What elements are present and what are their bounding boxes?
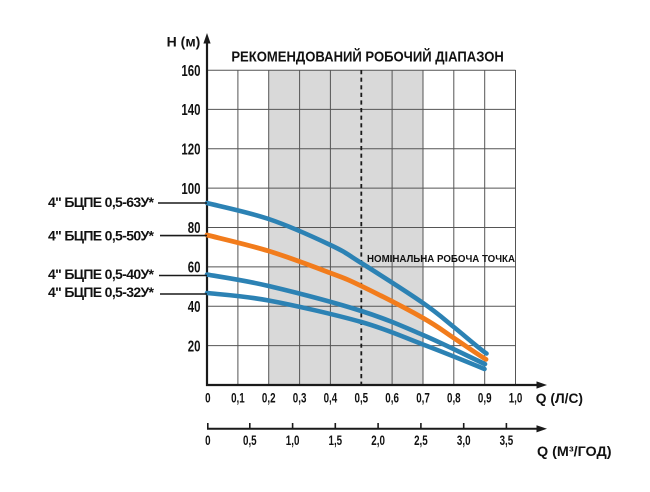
svg-text:2,5: 2,5	[414, 432, 428, 448]
svg-text:160: 160	[181, 62, 200, 79]
svg-text:2,0: 2,0	[371, 432, 385, 448]
svg-text:4" БЦПЕ 0,5-63У*: 4" БЦПЕ 0,5-63У*	[48, 194, 155, 210]
svg-text:120: 120	[181, 141, 200, 158]
svg-text:Н (м): Н (м)	[167, 34, 201, 50]
svg-text:0,5: 0,5	[243, 432, 257, 448]
svg-text:0: 0	[205, 432, 211, 448]
svg-text:40: 40	[188, 298, 201, 315]
svg-text:100: 100	[181, 180, 200, 197]
svg-text:4" БЦПЕ 0,5-32У*: 4" БЦПЕ 0,5-32У*	[48, 284, 155, 300]
svg-text:0,7: 0,7	[416, 390, 430, 406]
svg-text:0,9: 0,9	[478, 390, 492, 406]
svg-text:Q (Л/С): Q (Л/С)	[536, 390, 583, 406]
svg-text:20: 20	[188, 338, 201, 355]
svg-text:3,5: 3,5	[500, 432, 514, 448]
svg-text:0,8: 0,8	[447, 390, 461, 406]
svg-text:1,0: 1,0	[509, 390, 523, 406]
svg-text:НОМІНАЛЬНА РОБОЧА ТОЧКА: НОМІНАЛЬНА РОБОЧА ТОЧКА	[367, 254, 515, 265]
svg-text:0,1: 0,1	[231, 390, 245, 406]
svg-text:РЕКОМЕНДОВАНИЙ РОБОЧИЙ ДІАПАЗО: РЕКОМЕНДОВАНИЙ РОБОЧИЙ ДІАПАЗОН	[231, 47, 504, 65]
svg-text:4" БЦПЕ 0,5-50У*: 4" БЦПЕ 0,5-50У*	[48, 228, 155, 244]
svg-text:4" БЦПЕ 0,5-40У*: 4" БЦПЕ 0,5-40У*	[48, 266, 155, 282]
svg-text:80: 80	[188, 220, 201, 237]
svg-text:0,6: 0,6	[385, 390, 399, 406]
svg-text:0,2: 0,2	[262, 390, 276, 406]
svg-text:3,0: 3,0	[457, 432, 471, 448]
svg-text:0: 0	[205, 390, 211, 406]
svg-text:0,5: 0,5	[354, 390, 368, 406]
svg-text:0,4: 0,4	[324, 390, 338, 406]
svg-text:140: 140	[181, 102, 200, 119]
svg-text:1,5: 1,5	[328, 432, 342, 448]
svg-text:Q (М³/ГОД): Q (М³/ГОД)	[537, 443, 612, 459]
svg-text:1,0: 1,0	[286, 432, 300, 448]
svg-text:60: 60	[188, 259, 201, 276]
svg-text:0,3: 0,3	[293, 390, 307, 406]
